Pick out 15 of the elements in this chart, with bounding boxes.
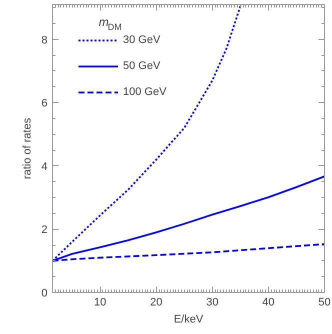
- legend-label: 100 GeV: [123, 86, 166, 98]
- y-tick-label: 2: [41, 224, 48, 236]
- x-tick-label: 40: [262, 296, 275, 308]
- y-tick-label: 8: [41, 34, 48, 46]
- x-tick-label: 50: [318, 296, 331, 308]
- legend-label: 50 GeV: [123, 60, 160, 72]
- x-axis-title: E/keV: [174, 314, 204, 326]
- y-tick-label: 0: [41, 288, 48, 300]
- legend-label: 30 GeV: [123, 34, 160, 46]
- x-tick-label: 30: [206, 296, 218, 308]
- x-tick-label: 20: [150, 296, 162, 308]
- x-tick-label: 10: [94, 296, 106, 308]
- y-tick-label: 6: [41, 98, 48, 110]
- y-tick-label: 4: [41, 160, 48, 173]
- y-axis-title: ratio of rates: [21, 117, 34, 180]
